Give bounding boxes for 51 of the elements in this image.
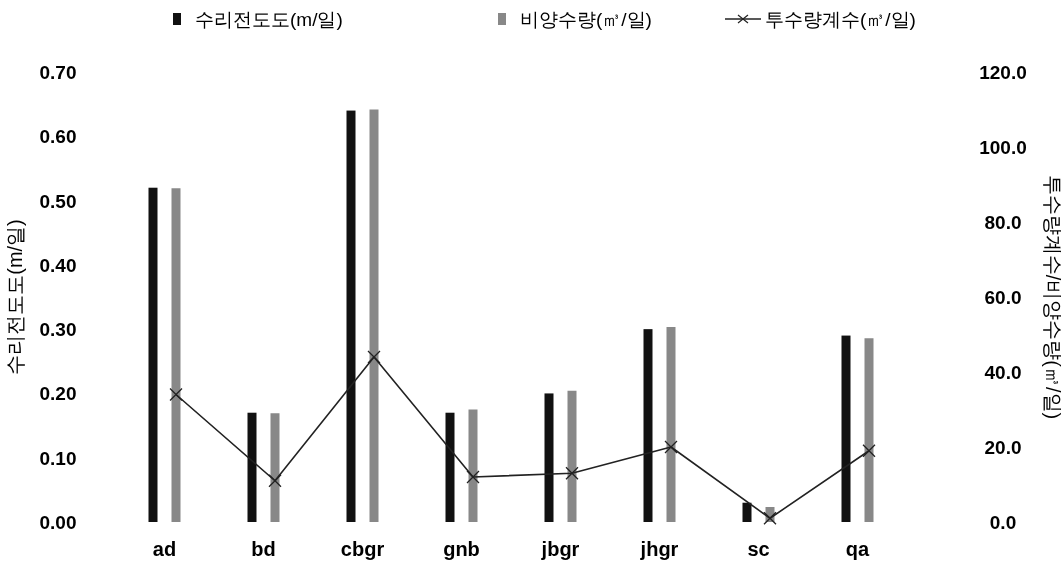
y-tick-label: 0.60 xyxy=(39,126,77,148)
legend-label: 수리전도도(m/일) xyxy=(195,9,343,30)
y-tick-label: 0.30 xyxy=(39,319,77,341)
bar xyxy=(270,413,280,522)
y-axis-title: 수리전도도(m/일) xyxy=(4,219,26,375)
y-tick-label: 0.50 xyxy=(39,190,77,212)
bar xyxy=(148,187,158,522)
bar xyxy=(567,390,577,522)
bar xyxy=(666,327,676,522)
y-tick-label: 0.10 xyxy=(39,447,77,469)
point xyxy=(664,440,678,454)
point xyxy=(169,387,183,402)
x-tick-label: qa xyxy=(845,538,871,560)
y2-axis-title: 투수량계수/비양수량(㎥/일) xyxy=(1042,174,1063,420)
y2-tick-label: 0.0 xyxy=(989,512,1017,533)
bar xyxy=(841,335,851,522)
y2-tick-label: 20.0 xyxy=(984,437,1022,458)
y-tick-label: 0.70 xyxy=(39,62,77,83)
y2-tick-label: 60.0 xyxy=(984,287,1022,308)
bar xyxy=(171,188,181,522)
y2-tick-label: 120.0 xyxy=(979,62,1027,83)
bar xyxy=(742,502,752,522)
bar xyxy=(445,412,455,522)
x-tick-label: bd xyxy=(251,538,276,560)
x-tick-label: jbgr xyxy=(540,538,580,560)
bar xyxy=(369,109,379,522)
y2-tick-label: 100.0 xyxy=(979,137,1027,158)
bar xyxy=(346,110,356,522)
legend-label: 투수량계수(㎥/일) xyxy=(765,9,916,30)
y2-tick-label: 80.0 xyxy=(984,212,1022,233)
x-tick-label: cbgr xyxy=(340,538,385,560)
point xyxy=(268,474,282,488)
bar xyxy=(544,393,554,522)
x-tick-label: sc xyxy=(747,538,770,560)
x-tick-label: gnb xyxy=(443,538,480,560)
bar xyxy=(643,329,653,522)
bar xyxy=(247,412,257,522)
point xyxy=(862,444,876,458)
legend-label: 비양수량(㎥/일) xyxy=(520,9,652,30)
y-tick-label: 0.00 xyxy=(39,512,77,533)
bar xyxy=(864,338,874,522)
point xyxy=(763,511,777,525)
y-tick-label: 0.20 xyxy=(39,383,77,405)
x-tick-label: ad xyxy=(152,538,177,560)
y-tick-label: 0.40 xyxy=(39,254,77,276)
point xyxy=(367,350,381,364)
y2-tick-label: 40.0 xyxy=(984,362,1022,383)
point xyxy=(565,466,579,480)
bar xyxy=(468,409,478,522)
point xyxy=(466,470,480,484)
x-tick-label: jhgr xyxy=(639,538,679,560)
